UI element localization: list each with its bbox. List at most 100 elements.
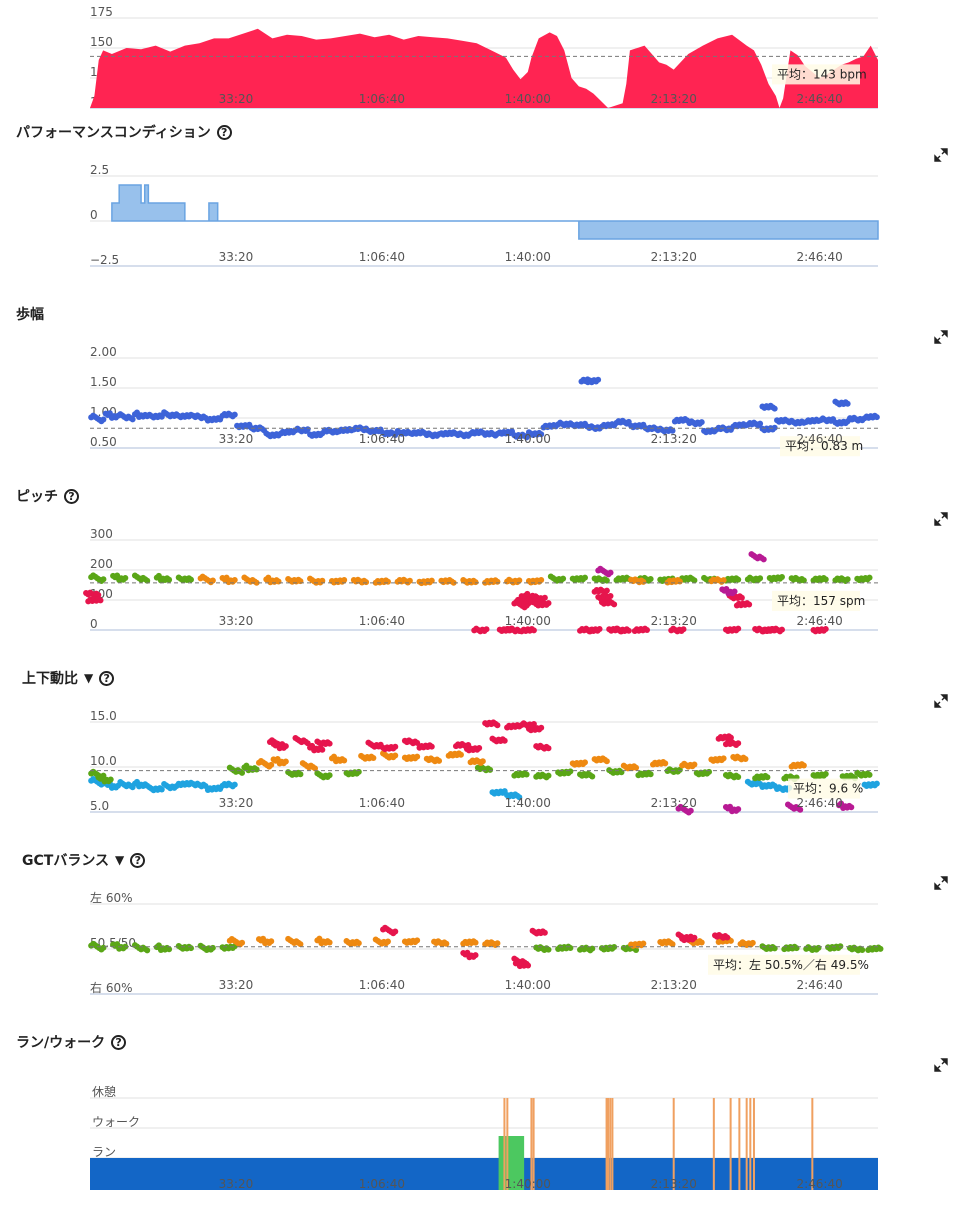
question-circle-icon[interactable]: ? [216,124,232,140]
expand-arrows-icon[interactable] [934,512,948,526]
average-label-bg [780,436,860,457]
data-point [538,724,545,731]
rest-spike [503,1098,506,1190]
data-point [166,576,173,583]
data-point [494,578,501,585]
data-point [523,771,530,778]
data-point [187,945,194,952]
x-tick-label: 1:06:40 [359,796,405,810]
question-circle-icon[interactable]: ? [64,488,79,504]
data-point [370,755,377,761]
gct-balance-chart[interactable]: 左 60%50.5/50右 60%平均：左 50.5%／右 49.5%33:20… [0,888,956,1038]
section-title-vertical-ratio: 上下動比 ▼ ? [22,668,115,688]
data-point [800,762,807,769]
data-point [607,592,614,599]
data-point [428,743,435,750]
data-point [100,944,107,951]
rest-spike [749,1098,752,1190]
average-label-bg [772,64,860,85]
data-point [341,757,348,764]
section-title-label: GCTバランス [22,853,110,869]
x-tick-label: 33:20 [219,614,254,628]
caret-down-icon[interactable]: ▼ [115,853,125,867]
x-tick-label: 2:46:40 [796,432,842,446]
data-point [392,743,399,750]
data-point [392,752,399,759]
data-point [231,411,238,418]
section-title-label: 上下動比 [22,671,78,687]
area-series [111,184,879,240]
data-point [144,577,151,584]
x-tick-label: 1:06:40 [359,432,405,446]
rest-spike [672,1098,675,1190]
data-point [746,601,753,608]
y-tick-label: 1.50 [90,375,117,389]
data-point [297,941,304,948]
vertical-ratio-section: 上下動比 ▼ ? 15.0 10.0 5.0 平均：9.6 % 33:20 1:06:40… [0,664,956,834]
data-point [122,574,129,581]
data-point [472,939,479,946]
data-point [384,578,391,585]
expand-arrows-icon[interactable] [934,694,948,708]
section-title-run-walk: ラン/ウォーク ? [16,1032,127,1052]
data-point [384,938,391,945]
data-point [662,760,669,767]
run-bar [90,1158,878,1190]
y-tick-label: ラン [92,1145,116,1159]
data-point [355,940,362,947]
x-tick-label: 1:06:40 [359,978,405,992]
y-tick-label: 右 60% [90,980,133,995]
heart-rate-chart[interactable]: 175150125100平均：143 bpm33:201:06:401:40:0… [0,0,956,118]
x-tick-label: 1:40:00 [505,978,551,992]
section-title-label: パフォーマンスコンディション [16,125,211,141]
data-point [282,743,289,750]
question-circle-icon[interactable]: ? [130,852,146,868]
data-point [633,764,640,771]
data-point [414,937,421,944]
rest-spike [530,1098,533,1190]
data-point [239,939,246,946]
x-tick-label: 2:13:20 [651,432,697,446]
data-point [545,745,552,752]
x-tick-label: 1:06:40 [359,614,405,628]
performance-condition-chart[interactable]: 2.5 0 −2.5 33:20 1:06:40 1:40:00 2:13:20 2:46:4… [0,160,956,310]
data-point [607,569,614,576]
data-point [793,945,800,952]
data-point [611,601,618,608]
average-label-bg [788,778,860,799]
data-point [545,946,552,953]
caret-down-icon[interactable]: ▼ [84,671,94,685]
expand-arrows-icon[interactable] [934,330,948,344]
data-point [239,769,246,776]
question-circle-icon[interactable]: ? [111,1034,127,1050]
x-tick-label: 2:13:20 [651,978,697,992]
x-tick-label: 1:40:00 [505,796,551,810]
y-tick-label: 5.0 [90,799,109,813]
performance-condition-section: パフォーマンスコンディション ? 2.5 0 −2.5 33:20 1:06:40 1:4… [0,118,956,288]
y-tick-label: 175 [90,5,113,19]
data-point [144,947,151,954]
data-point [735,625,742,632]
data-point [326,772,333,779]
y-tick-label: 左 60% [90,890,133,905]
expand-arrows-icon[interactable] [934,1058,948,1072]
data-point [107,776,114,783]
data-point [341,577,348,583]
section-title-gct-balance: GCTバランス ▼ ? [22,850,146,870]
question-circle-icon[interactable]: ? [99,670,115,686]
expand-arrows-icon[interactable] [934,876,948,890]
data-point [187,576,194,583]
data-point [304,426,311,433]
rest-spike [745,1098,748,1190]
hr-section: 175150125100平均：143 bpm33:201:06:401:40:0… [0,0,956,118]
rest-spike [609,1098,612,1190]
data-point [523,434,530,441]
data-point [428,577,435,584]
expand-arrows-icon[interactable] [934,148,948,162]
rest-spike [605,1098,608,1190]
data-point [166,946,173,953]
vertical-ratio-chart[interactable]: 15.0 10.0 5.0 平均：9.6 % 33:20 1:06:40 1:40:00 2:… [0,706,956,856]
